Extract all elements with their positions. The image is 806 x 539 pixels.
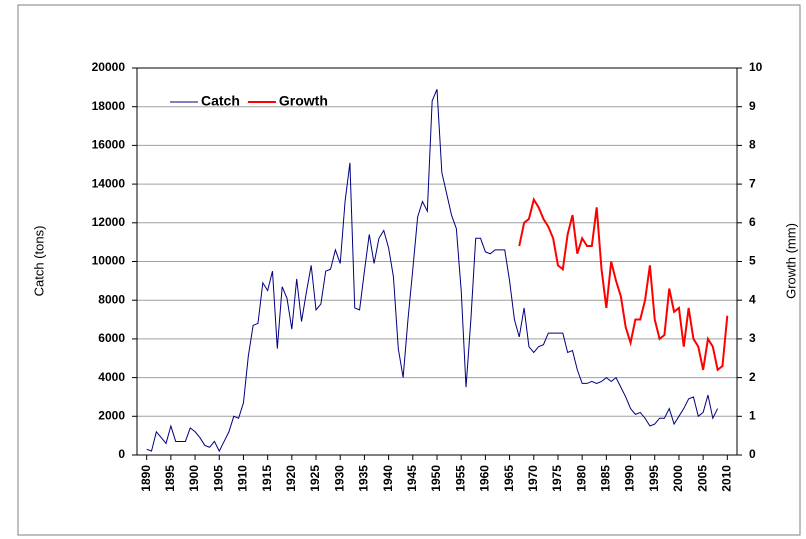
y2-tick-label: 9	[749, 99, 756, 113]
y-tick-label: 2000	[98, 408, 125, 422]
x-tick-label: 1920	[284, 465, 298, 492]
x-tick-label: 1950	[429, 465, 443, 492]
y-tick-label: 14000	[92, 176, 126, 190]
y2-tick-label: 10	[749, 60, 763, 74]
y2-tick-label: 2	[749, 370, 756, 384]
y2-tick-label: 3	[749, 331, 756, 345]
x-tick-label: 1990	[623, 465, 637, 492]
y2-tick-label: 6	[749, 215, 756, 229]
x-tick-label: 1975	[550, 465, 564, 492]
x-tick-label: 1955	[453, 465, 467, 492]
y2-tick-label: 7	[749, 176, 756, 190]
y-tick-label: 18000	[92, 99, 126, 113]
x-tick-label: 1945	[405, 465, 419, 492]
y-tick-label: 4000	[98, 370, 125, 384]
chart-frame	[17, 4, 801, 536]
y2-tick-label: 8	[749, 138, 756, 152]
y-tick-label: 12000	[92, 215, 126, 229]
x-tick-label: 1930	[332, 465, 346, 492]
y-tick-label: 10000	[92, 254, 126, 268]
x-tick-label: 1905	[211, 465, 225, 492]
y-tick-label: 20000	[92, 60, 126, 74]
x-tick-label: 2005	[695, 465, 709, 492]
y-axis-title: Catch (tons)	[31, 226, 46, 297]
x-tick-label: 1900	[187, 465, 201, 492]
y-tick-label: 16000	[92, 138, 126, 152]
legend-label: Catch	[201, 93, 240, 109]
plot-frame	[136, 67, 738, 456]
y2-axis-title: Growth (mm)	[783, 223, 798, 299]
x-tick-label: 1960	[478, 465, 492, 492]
y2-tick-label: 4	[749, 292, 756, 306]
y2-tick-label: 1	[749, 408, 756, 422]
y-tick-label: 6000	[98, 331, 125, 345]
y2-tick-label: 0	[749, 447, 756, 461]
x-tick-label: 1895	[163, 465, 177, 492]
x-tick-label: 2010	[719, 465, 733, 492]
y-tick-label: 8000	[98, 292, 125, 306]
x-tick-label: 1915	[260, 465, 274, 492]
y2-tick-label: 5	[749, 254, 756, 268]
x-tick-label: 1925	[308, 465, 322, 492]
x-tick-label: 2000	[671, 465, 685, 492]
x-tick-label: 1980	[574, 465, 588, 492]
series-line	[146, 89, 719, 453]
legend-label: Growth	[279, 93, 328, 109]
x-tick-label: 1965	[502, 465, 516, 492]
x-tick-label: 1970	[526, 465, 540, 492]
x-tick-label: 1940	[381, 465, 395, 492]
x-tick-label: 1890	[139, 465, 153, 492]
x-tick-label: 1910	[236, 465, 250, 492]
x-tick-label: 1985	[599, 465, 613, 492]
series-line	[518, 197, 729, 372]
x-tick-label: 1995	[647, 465, 661, 492]
y-tick-label: 0	[118, 447, 125, 461]
x-tick-label: 1935	[357, 465, 371, 492]
